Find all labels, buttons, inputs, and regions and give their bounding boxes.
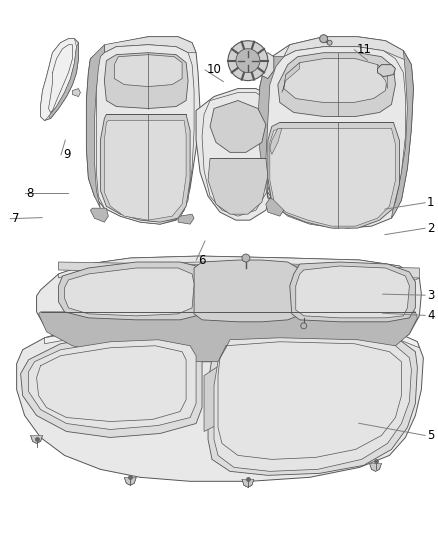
Text: 4: 4: [427, 309, 434, 322]
Polygon shape: [45, 326, 419, 348]
Polygon shape: [72, 88, 81, 96]
Polygon shape: [41, 39, 78, 120]
Polygon shape: [41, 39, 77, 120]
Polygon shape: [17, 324, 424, 481]
Text: 10: 10: [207, 63, 222, 76]
Polygon shape: [208, 332, 417, 475]
Text: 1: 1: [427, 196, 434, 209]
Text: 3: 3: [427, 289, 434, 302]
Polygon shape: [196, 88, 278, 220]
Polygon shape: [392, 51, 413, 218]
Polygon shape: [86, 37, 200, 224]
Polygon shape: [278, 53, 396, 117]
Polygon shape: [284, 59, 388, 102]
Polygon shape: [86, 45, 104, 208]
Polygon shape: [114, 55, 182, 86]
Polygon shape: [378, 64, 396, 77]
Polygon shape: [282, 63, 300, 93]
Polygon shape: [242, 479, 254, 487]
Polygon shape: [202, 93, 274, 216]
Circle shape: [236, 49, 260, 72]
Polygon shape: [21, 334, 202, 438]
Polygon shape: [96, 45, 194, 224]
Polygon shape: [59, 256, 419, 280]
Polygon shape: [296, 266, 410, 318]
Polygon shape: [49, 43, 78, 118]
Polygon shape: [194, 260, 298, 322]
Polygon shape: [208, 158, 268, 214]
Text: 11: 11: [357, 43, 371, 56]
Polygon shape: [210, 101, 266, 152]
Polygon shape: [31, 435, 42, 443]
Text: 6: 6: [198, 254, 206, 266]
Polygon shape: [378, 64, 388, 88]
Polygon shape: [266, 47, 406, 228]
Polygon shape: [100, 115, 190, 222]
Polygon shape: [258, 56, 284, 204]
Circle shape: [327, 40, 332, 45]
Text: 2: 2: [427, 222, 434, 235]
Circle shape: [228, 41, 268, 80]
Polygon shape: [370, 463, 381, 471]
Polygon shape: [290, 262, 415, 322]
Polygon shape: [268, 123, 399, 228]
Polygon shape: [59, 262, 200, 320]
Circle shape: [301, 323, 307, 329]
Polygon shape: [28, 340, 196, 430]
Polygon shape: [178, 214, 194, 224]
Polygon shape: [266, 198, 284, 216]
Polygon shape: [258, 37, 413, 228]
Polygon shape: [124, 478, 136, 486]
Polygon shape: [90, 208, 108, 222]
Polygon shape: [104, 37, 196, 53]
Polygon shape: [258, 53, 274, 78]
Text: 9: 9: [63, 148, 71, 161]
Polygon shape: [214, 338, 411, 471]
Polygon shape: [39, 312, 417, 362]
Text: 8: 8: [27, 187, 34, 200]
Polygon shape: [104, 120, 186, 220]
Polygon shape: [270, 128, 282, 155]
Polygon shape: [204, 360, 228, 432]
Polygon shape: [64, 268, 194, 316]
Polygon shape: [270, 128, 396, 226]
Polygon shape: [59, 262, 419, 278]
Circle shape: [320, 35, 328, 43]
Text: 7: 7: [12, 212, 20, 225]
Polygon shape: [104, 53, 188, 109]
Polygon shape: [284, 37, 407, 61]
Text: 5: 5: [427, 429, 434, 442]
Circle shape: [242, 254, 250, 262]
Polygon shape: [37, 256, 421, 362]
